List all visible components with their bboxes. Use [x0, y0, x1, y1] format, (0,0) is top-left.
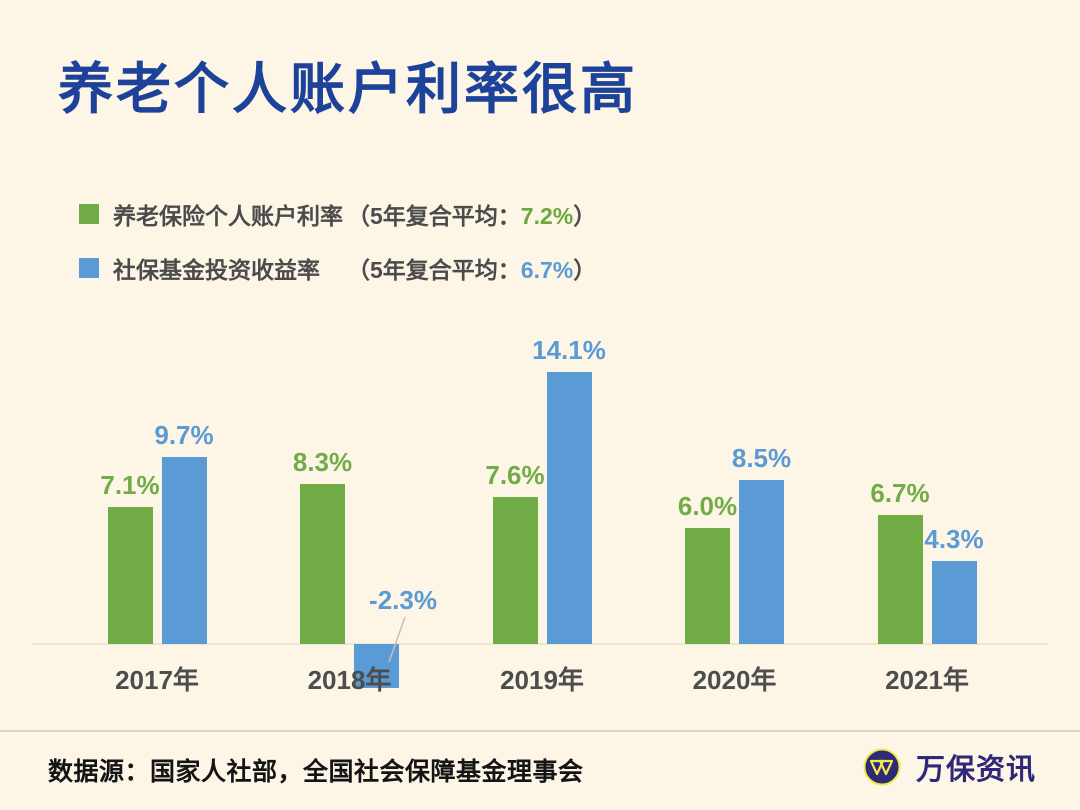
legend-item-social-fund-return: 社保基金投资收益率 （5年复合平均：6.7%）: [79, 253, 596, 283]
average-value: 7.2%: [520, 203, 574, 229]
value-label: 6.7%: [870, 477, 930, 508]
paren-prefix: （5年复合平均：: [347, 203, 521, 229]
bar-green-2020年: [685, 528, 730, 644]
value-label: 7.1%: [100, 469, 160, 500]
legend-item-personal-account-rate: 养老保险个人账户利率 （5年复合平均：7.2%）: [79, 199, 596, 229]
x-axis-label: 2019年: [500, 665, 584, 695]
x-axis-label: 2018年: [307, 665, 392, 695]
bar-green-2021年: [877, 514, 923, 644]
value-label: 8.3%: [292, 446, 353, 477]
legend-label: 养老保险个人账户利率: [113, 203, 343, 229]
brand-name: 万保资讯: [916, 754, 1037, 786]
value-label: 9.7%: [154, 419, 214, 450]
bar-green-2018年: [300, 483, 345, 644]
x-axis-baseline: [32, 643, 1048, 645]
bar-blue-2021年: [931, 561, 977, 644]
value-label: 6.0%: [677, 491, 738, 522]
x-axis-label: 2017年: [115, 665, 199, 695]
legend-average-note: （5年复合平均：7.2%）: [347, 197, 596, 231]
paren-suffix: ）: [573, 203, 597, 229]
bar-green-2017年: [107, 506, 153, 644]
paren-prefix: （5年复合平均：: [347, 257, 521, 283]
data-source-note: 数据源：国家人社部，全国社会保障基金理事会: [48, 758, 584, 786]
x-axis-label: 2021年: [885, 665, 969, 695]
green-swatch-icon: [79, 204, 99, 224]
value-label: -2.3%: [369, 585, 437, 615]
bar-green-2019年: [492, 497, 538, 644]
brand-block: 万保资讯: [862, 746, 1036, 788]
footer-divider: [0, 730, 1080, 732]
wanbao-logo-icon: [863, 748, 901, 786]
paren-suffix: ）: [573, 257, 597, 283]
bar-blue-2019年: [546, 371, 592, 644]
x-axis-label: 2020年: [692, 665, 777, 695]
page-title: 养老个人账户利率很高: [58, 58, 639, 120]
value-label: 4.3%: [924, 524, 984, 554]
bar-blue-2020年: [739, 479, 784, 644]
blue-swatch-icon: [79, 258, 99, 278]
value-label: 7.6%: [485, 460, 545, 491]
value-label: 8.5%: [731, 442, 792, 473]
average-value: 6.7%: [520, 257, 574, 283]
bar-blue-2017年: [161, 456, 207, 644]
legend-average-note: （5年复合平均：6.7%）: [347, 251, 596, 285]
value-label: 14.1%: [532, 334, 606, 365]
legend-label: 社保基金投资收益率: [113, 257, 320, 283]
